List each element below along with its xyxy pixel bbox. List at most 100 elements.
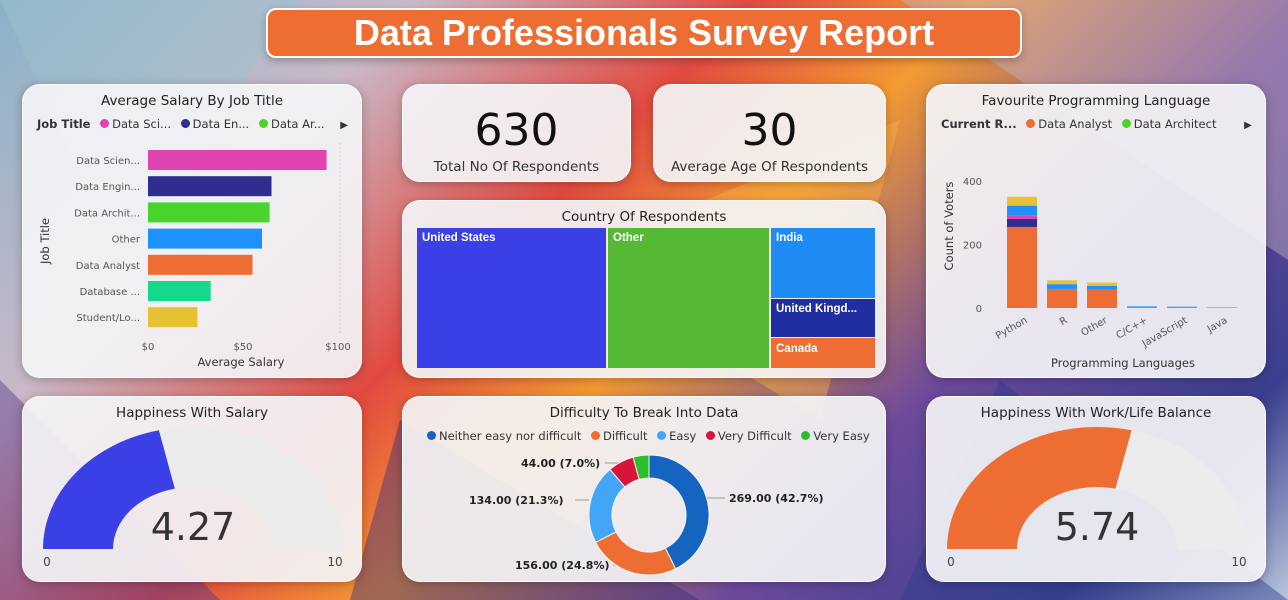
language-y-tick: 0 (976, 304, 982, 315)
gauge-max: 10 (1231, 555, 1246, 569)
difficulty-chart-title: Difficulty To Break Into Data (549, 405, 739, 421)
language-bar-segment (1007, 219, 1037, 227)
legend-item-easy: Easy (669, 429, 697, 443)
donut-slice (648, 454, 710, 570)
salary-category-label: Data Archit... (74, 208, 140, 219)
language-bar-segment (1167, 307, 1197, 308)
legend-item-very-difficult: Very Difficult (717, 429, 792, 443)
treemap-tile-india[interactable]: India (771, 228, 875, 298)
language-legend[interactable]: Current R... Data Analyst Data Architect… (941, 117, 1252, 131)
salary-bar (148, 176, 272, 197)
gauge-min: 0 (947, 555, 955, 569)
salary-bar-chart[interactable]: Data Scien... Data Engin... Data Archit...… (23, 85, 363, 379)
gauge-fill (947, 427, 1132, 549)
worklife-gauge-title: Happiness With Work/Life Balance (980, 405, 1212, 421)
label-very-difficult: 44.00 (7.0%) (521, 457, 600, 470)
age-label: Average Age Of Respondents (670, 159, 869, 175)
language-category-label: Other (1079, 315, 1110, 339)
legend-item-data-architect: Data Ar... (270, 117, 325, 131)
salary-bar (148, 202, 270, 223)
salary-chart-title: Average Salary By Job Title (101, 93, 283, 109)
legend-item-very-easy: Very Easy (813, 429, 870, 443)
language-bar-segment (1127, 307, 1157, 308)
salary-card[interactable]: Average Salary By Job Title Job Title Da… (22, 84, 362, 378)
treemap-label: India (776, 232, 803, 244)
language-bar-segment (1047, 284, 1077, 289)
legend-item-data-engineer: Data En... (192, 117, 250, 131)
language-bar-segment (1087, 282, 1117, 286)
gauge-max: 10 (327, 555, 342, 569)
salary-y-axis-title: Job Title (38, 218, 52, 265)
legend-next-arrow[interactable]: ▶ (1244, 120, 1252, 131)
gauge-value: 5.74 (1055, 505, 1140, 549)
difficulty-card[interactable]: Difficulty To Break Into Data Neither ea… (402, 396, 886, 582)
language-bar-segment (1047, 288, 1077, 308)
language-bar-segment (1167, 306, 1197, 308)
language-x-axis-title: Programming Languages (1051, 356, 1195, 370)
legend-item-data-architect: Data Architect (1133, 117, 1217, 131)
salary-category-label: Data Scien... (76, 156, 140, 167)
difficulty-donut-chart[interactable]: 44.00 (7.0%) 134.00 (21.3%) 156.00 (24.8… (403, 397, 887, 583)
treemap-label: Canada (776, 343, 818, 355)
treemap-tile-other[interactable]: Other (608, 228, 769, 368)
legend-item-neither: Neither easy nor difficult (439, 429, 582, 443)
language-bar-segment (1007, 226, 1037, 308)
respondents-label: Total No Of Respondents (433, 159, 600, 175)
salary-x-tick: $100 (325, 342, 350, 353)
difficulty-legend[interactable]: Neither easy nor difficult Difficult Eas… (427, 429, 870, 443)
worklife-gauge: 5.74 0 10 (947, 427, 1247, 569)
donut-slice (632, 454, 650, 480)
salary-x-tick: $50 (233, 342, 252, 353)
language-category-label: Java (1205, 315, 1230, 336)
salary-gauge-title: Happiness With Salary (116, 405, 268, 421)
respondents-value: 630 (474, 105, 559, 156)
age-kpi-card: 30 Average Age Of Respondents (653, 84, 886, 182)
gauge-value: 4.27 (151, 505, 236, 549)
salary-gauge-card: Happiness With Salary 4.27 0 10 (22, 396, 362, 582)
legend-item-data-analyst: Data Analyst (1038, 117, 1113, 131)
salary-x-axis-title: Average Salary (197, 355, 284, 369)
salary-category-label: Other (112, 235, 141, 246)
language-legend-title: Current R... (941, 117, 1017, 131)
language-bar-segment (1007, 196, 1037, 206)
salary-category-label: Student/Lo... (76, 313, 140, 324)
legend-item-data-scientist: Data Sci... (112, 117, 172, 131)
legend-next-arrow[interactable]: ▶ (340, 120, 348, 131)
language-y-tick: 200 (963, 240, 982, 251)
language-bar-segment (1087, 289, 1117, 308)
treemap-label: Other (613, 232, 644, 244)
language-category-label: JavaScript (1140, 315, 1190, 350)
report-title: Data Professionals Survey Report (266, 8, 1022, 58)
salary-bar (148, 254, 253, 275)
language-card[interactable]: Favourite Programming Language Current R… (926, 84, 1266, 378)
worklife-gauge-card: Happiness With Work/Life Balance 5.74 0 … (926, 396, 1266, 582)
treemap-tile-united-kingdom[interactable]: United Kingd... (771, 299, 875, 337)
language-bar-segment (1087, 285, 1117, 290)
age-value: 30 (741, 105, 798, 156)
salary-bar (148, 307, 198, 328)
treemap-label: United Kingd... (776, 303, 858, 315)
language-category-label: R (1058, 315, 1070, 328)
gauge-min: 0 (43, 555, 51, 569)
salary-bar (148, 281, 211, 301)
treemap-tile-united-states[interactable]: United States (417, 228, 606, 368)
language-chart-title: Favourite Programming Language (981, 93, 1211, 109)
salary-x-tick: $0 (142, 342, 155, 353)
salary-bar (148, 150, 327, 170)
label-neither: 269.00 (42.7%) (729, 492, 824, 505)
salary-category-label: Data Analyst (76, 261, 140, 272)
gauge-fill (43, 430, 175, 549)
respondents-kpi-card: 630 Total No Of Respondents (402, 84, 631, 182)
treemap-label: United States (422, 232, 496, 244)
label-difficult: 156.00 (24.8%) (515, 559, 610, 572)
language-bar-segment (1047, 280, 1077, 285)
salary-legend[interactable]: Job Title Data Sci... Data En... Data Ar… (37, 117, 348, 131)
language-y-tick: 400 (963, 177, 982, 188)
language-bar-segment (1127, 306, 1157, 308)
country-card[interactable]: Country Of Respondents United States Oth… (402, 200, 886, 378)
language-category-label: Python (994, 315, 1030, 342)
country-chart-title: Country Of Respondents (561, 209, 727, 225)
language-bar-segment (1007, 215, 1037, 220)
treemap-tile-canada[interactable]: Canada (771, 338, 875, 368)
